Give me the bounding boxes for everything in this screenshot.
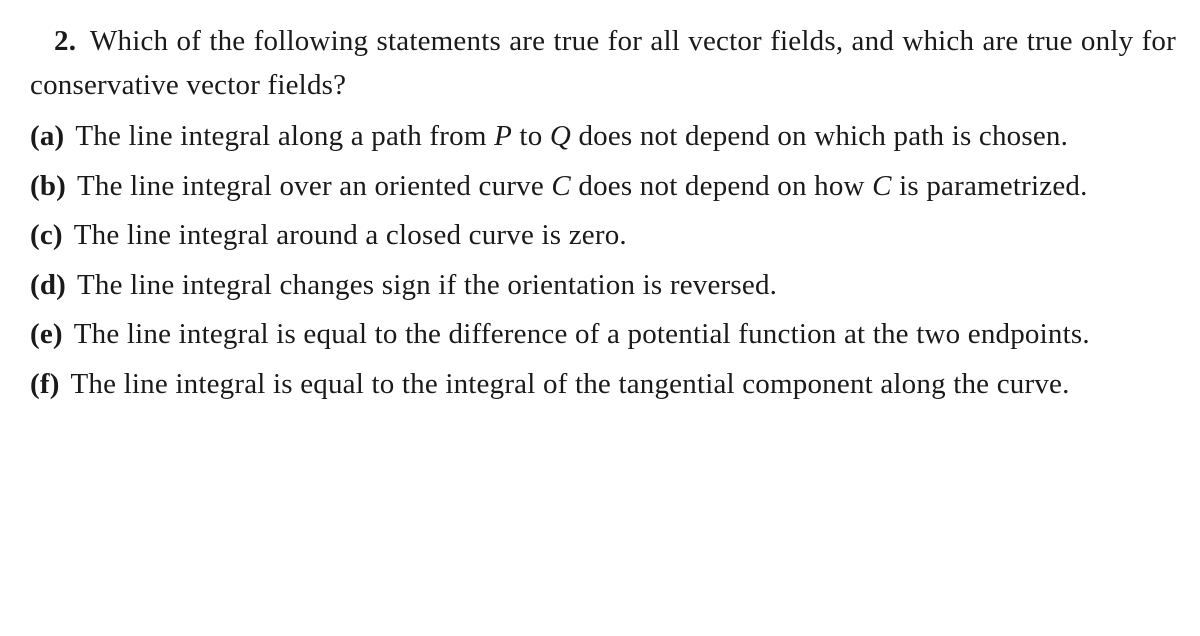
option-f: (f) The line integral is equal to the in…	[30, 363, 1176, 407]
option-b-label: (b)	[30, 170, 66, 202]
option-d-text: The line integral changes sign if the or…	[77, 269, 777, 301]
option-a-pre: The line integral along a path from	[75, 120, 494, 152]
question-stem: 2. Which of the following statements are…	[30, 20, 1176, 107]
option-c: (c) The line integral around a closed cu…	[30, 214, 1176, 258]
option-b-post: is parametrized.	[892, 170, 1088, 202]
option-c-label: (c)	[30, 219, 63, 251]
option-c-text: The line integral around a closed curve …	[74, 219, 627, 251]
option-b-pre: The line integral over an oriented curve	[77, 170, 551, 202]
question-number: 2.	[54, 25, 76, 57]
option-b: (b) The line integral over an oriented c…	[30, 165, 1176, 209]
option-b-var1: C	[551, 170, 571, 202]
option-a-var1: P	[494, 120, 512, 152]
option-a-label: (a)	[30, 120, 64, 152]
option-e: (e) The line integral is equal to the di…	[30, 313, 1176, 357]
option-b-mid1: does not depend on how	[571, 170, 872, 202]
option-a: (a) The line integral along a path from …	[30, 115, 1176, 159]
option-a-mid1: to	[512, 120, 550, 152]
option-a-post: does not depend on which path is chosen.	[571, 120, 1068, 152]
option-d-label: (d)	[30, 269, 66, 301]
option-b-var2: C	[872, 170, 892, 202]
option-e-label: (e)	[30, 318, 63, 350]
option-e-text: The line integral is equal to the differ…	[74, 318, 1090, 350]
option-f-label: (f)	[30, 368, 60, 400]
question-stem-text: Which of the following statements are tr…	[30, 25, 1176, 101]
question-block: 2. Which of the following statements are…	[30, 20, 1176, 406]
option-a-var2: Q	[550, 120, 571, 152]
option-f-text: The line integral is equal to the integr…	[71, 368, 1070, 400]
option-d: (d) The line integral changes sign if th…	[30, 264, 1176, 308]
document-page: 2. Which of the following statements are…	[0, 0, 1200, 636]
